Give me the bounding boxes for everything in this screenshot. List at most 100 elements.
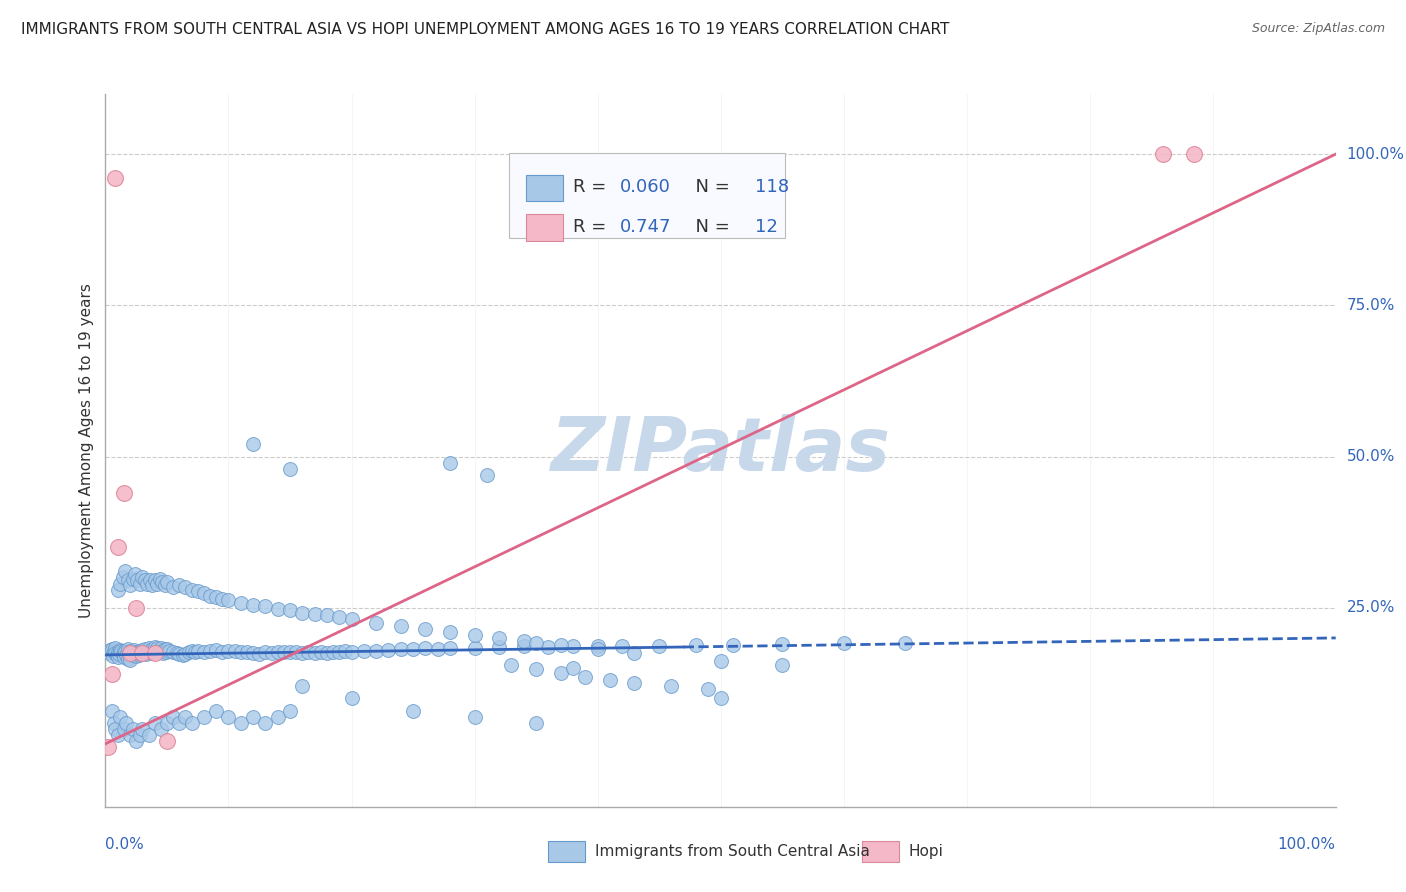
Text: 100.0%: 100.0% [1347,146,1405,161]
Point [273,645,295,659]
Point [475,467,498,482]
Point [150,575,173,590]
Point [166,646,188,660]
Point [125,733,148,747]
Point [574,670,596,684]
Point [129,728,152,742]
Point [267,645,290,659]
Point [134,574,156,588]
Point [124,645,146,659]
Point [242,437,264,451]
Point [770,637,793,651]
Point [172,648,194,662]
Point [236,645,259,659]
Point [340,645,363,659]
Text: 50.0%: 50.0% [1347,449,1395,464]
Point [143,715,166,730]
Point [104,722,127,736]
Point [153,578,176,592]
Text: ZIPatlas: ZIPatlas [551,414,890,487]
Point [278,704,301,718]
Point [402,704,425,718]
Point [111,570,134,584]
Point [187,643,209,657]
Point [169,647,191,661]
Point [721,638,744,652]
Point [413,641,436,656]
Point [120,644,141,658]
Point [117,642,139,657]
Point [193,645,215,659]
Point [426,641,449,656]
Point [685,638,707,652]
Point [513,640,536,654]
Point [155,645,177,659]
Point [218,643,240,657]
Point [389,642,412,657]
Point [1182,147,1205,161]
Point [100,667,122,681]
Point [141,642,163,657]
Point [648,639,671,653]
Point [328,645,350,659]
Point [141,578,163,592]
Point [340,611,363,625]
Text: 12: 12 [755,218,778,235]
Point [623,676,645,690]
Text: N =: N = [683,218,735,235]
Point [205,590,228,604]
Point [118,646,141,660]
Point [138,644,162,658]
Point [524,662,547,676]
Point [247,647,270,661]
Point [610,640,633,654]
Point [107,582,129,597]
Point [110,643,132,657]
Point [136,576,159,591]
Point [586,641,609,656]
Point [710,691,733,706]
Point [162,645,184,659]
Point [353,644,375,658]
Point [138,728,160,742]
Point [112,722,135,736]
Point [145,643,167,657]
Point [120,728,141,742]
Point [193,585,215,599]
Point [125,649,148,664]
Point [260,646,283,660]
Point [121,722,143,736]
Point [120,646,141,660]
Point [98,643,122,657]
Point [117,574,139,588]
Point [136,645,159,659]
Point [285,645,308,659]
Point [110,576,132,591]
Point [291,646,314,660]
Point [187,583,209,598]
Point [205,643,228,657]
Point [156,574,179,589]
Text: 0.060: 0.060 [620,178,671,196]
Point [297,645,319,659]
Y-axis label: Unemployment Among Ages 16 to 19 years: Unemployment Among Ages 16 to 19 years [79,283,94,618]
Point [142,645,165,659]
Point [242,646,264,660]
Point [211,645,233,659]
Point [304,646,326,660]
Point [135,647,157,661]
Point [254,715,277,730]
Point [146,576,169,591]
Text: Immigrants from South Central Asia: Immigrants from South Central Asia [595,844,870,859]
Point [322,645,344,659]
Point [174,580,197,594]
Text: Hopi: Hopi [908,844,943,859]
Point [138,641,160,656]
Point [205,704,228,718]
Point [107,649,129,664]
Point [111,647,134,661]
Point [1153,147,1175,161]
Point [148,645,170,659]
Point [150,644,173,658]
Text: 118: 118 [755,178,789,196]
